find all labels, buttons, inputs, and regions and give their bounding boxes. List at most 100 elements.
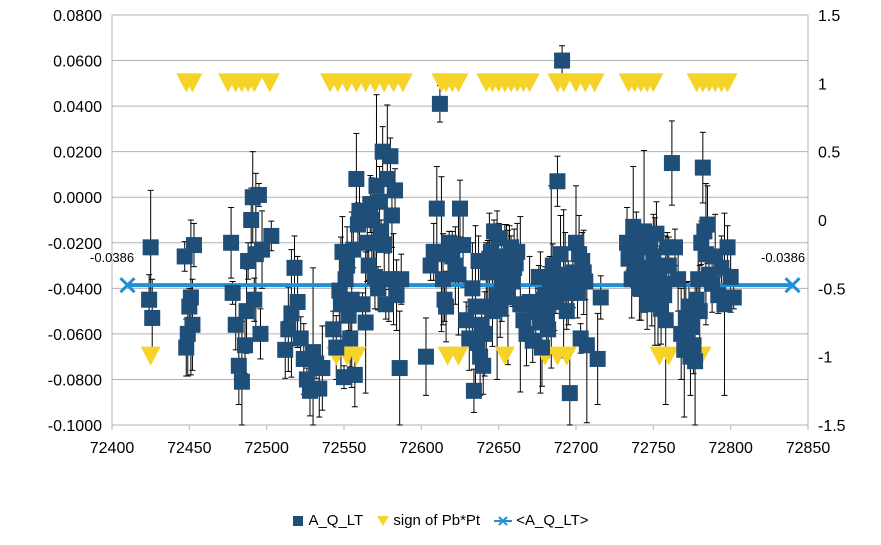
sign-marker [717,73,738,93]
a-q-lt-point [342,330,359,347]
a-q-lt-point [490,230,507,247]
sign-marker [244,73,265,93]
a-q-lt-point [540,321,557,338]
mean-label-right: -0.0386 [761,250,805,265]
x-tick-label: 72700 [554,440,599,457]
a-q-lt-point [417,348,434,365]
y-left-tick-label: 0.0000 [53,190,102,207]
a-q-lt-point [558,303,575,320]
a-q-lt-point [243,212,260,228]
axes: 0.08000.06000.04000.02000.0000-0.0200-0.… [48,8,846,457]
a-q-lt-point [277,341,294,358]
a-q-lt-point [687,353,704,370]
a-q-lt-point [237,337,254,354]
a-q-lt-point [578,337,595,354]
a-q-lt-point [340,307,357,324]
a-q-lt-point [382,148,399,165]
a-q-lt-point [178,339,195,356]
a-q-lt-point [438,298,455,315]
a-q-lt-point [254,241,271,258]
y-right-tick-label: -0.5 [818,281,846,298]
mean-endpoint-marker [119,277,136,294]
a-q-lt-point [691,303,708,320]
y-left-tick-label: 0.0400 [53,99,102,116]
x-tick-label: 72550 [322,440,367,457]
a-q-lt-point [504,273,521,290]
y-left-tick-label: 0.0600 [53,54,102,71]
a-q-lt-point [499,289,516,306]
legend-item-a-q-lt: A_Q_LT [292,512,363,529]
a-q-lt-point [376,237,393,254]
a-q-lt-point [452,200,468,217]
legend-label-mean: <A_Q_LT> [516,512,589,529]
a-q-lt-point [373,223,390,240]
a-q-lt-point [465,382,482,399]
y-left-tick-label: -0.0600 [48,327,102,344]
a-q-lt-point [455,237,472,254]
x-tick-label: 72500 [244,440,289,457]
x-tick-label: 72400 [90,440,135,457]
sign-marker [392,73,413,93]
a-q-lt-point [393,271,410,288]
y-right-tick-label: -1 [818,350,832,367]
a-q-lt-point [450,266,467,283]
a-q-lt-point [476,325,493,342]
sign-marker [448,73,469,93]
a-q-lt-point [252,325,269,342]
y-right-tick-label: 1.5 [818,8,840,25]
a-q-lt-point [142,239,159,256]
x-tick-label: 72600 [399,440,444,457]
a-q-lt-point [286,259,303,276]
y-left-tick-label: -0.1000 [48,418,102,435]
x-tick-label: 72650 [476,440,521,457]
a-q-lt-point [663,155,680,172]
x-tick-label: 72800 [708,440,753,457]
mean-endpoint-marker [784,277,801,294]
chart-canvas: 0.08000.06000.04000.02000.0000-0.0200-0.… [48,8,846,457]
a-q-lt-point [391,360,408,377]
y-left-tick-label: 0.0800 [53,8,102,25]
a-q-lt-point [388,287,405,304]
a-q-lt-point [223,234,240,251]
a-q-lt-point [311,380,328,397]
a-q-lt-point [184,316,201,333]
a-q-lt-point [348,171,365,187]
sign-marker [643,73,664,93]
a-q-lt-point [144,309,161,326]
a-q-lt-point [552,246,569,263]
a-q-lt-point [660,257,677,274]
sign-series [140,73,738,366]
legend-item-mean: <A_Q_LT> [494,512,589,529]
triangle-marker-icon [377,516,390,527]
a-q-lt-point [346,366,363,383]
a-q-lt-point [475,357,492,374]
x-tick-label: 72850 [786,440,831,457]
sign-marker [556,346,577,366]
a-q-lt-point [699,216,716,233]
a-q-lt-point [263,227,280,244]
a-q-lt-point [328,339,345,356]
a-q-lt-point [670,271,687,288]
sign-marker [182,73,203,93]
a-q-lt-point [648,225,665,242]
sign-marker [658,346,679,366]
a-q-lt-point [233,373,250,390]
a-q-lt-point [549,173,566,190]
a-q-lt-point [280,321,297,338]
a-q-lt-point [592,289,609,306]
sign-marker [346,346,367,366]
a-q-lt-point [250,186,267,203]
a-q-lt-point [589,350,606,367]
a-q-lt-point [185,237,202,254]
a-q-lt-point [533,339,550,356]
legend-label-sign: sign of Pb*Pt [393,512,481,529]
x-line-marker-icon [494,516,513,526]
sign-marker [494,346,515,366]
a-q-lt-point [246,291,263,308]
y-right-tick-label: 1 [818,76,827,93]
legend-label-a-q-lt: A_Q_LT [308,512,364,529]
a-q-lt-point [538,307,555,324]
a-q-lt-point [387,182,404,199]
a-q-lt-point [292,330,309,347]
y-left-tick-label: -0.0800 [48,372,102,389]
